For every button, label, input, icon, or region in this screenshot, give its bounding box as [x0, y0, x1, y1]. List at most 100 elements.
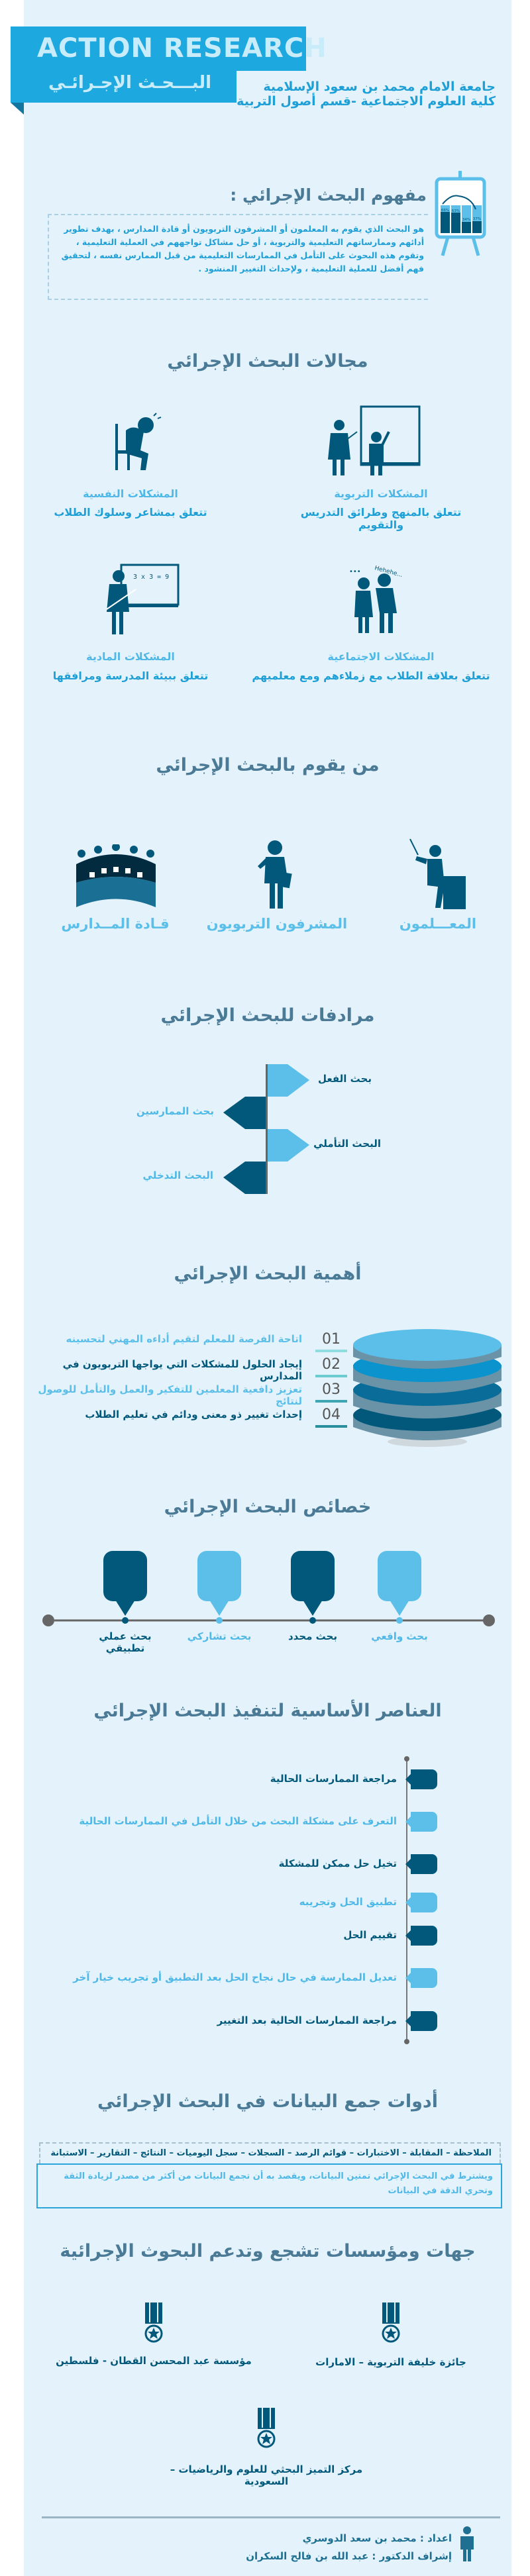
characteristics-title: خصائص البحث الإجرائي: [164, 1497, 372, 1517]
element-step-5: تقييم الحل: [343, 1929, 397, 1941]
leaders-meeting-icon: [76, 844, 156, 907]
element-tab-3: [405, 1854, 437, 1874]
element-tab-4: [405, 1893, 437, 1912]
pin-participatory: [197, 1551, 241, 1624]
synonyms-title: مرادفات للبحث الإجرائي: [160, 1005, 375, 1026]
who-supervisors: المشرفون التربويون: [206, 916, 348, 932]
tools-list: الملاحظة – المقابلة – الاختبارات – قوائم…: [50, 2148, 492, 2158]
institution-khalifa-award: جائزة خليفة التربوية – الامارات: [315, 2356, 466, 2368]
domain-desc-psychological: تتعلق بمشاعر وسلوك الطلاب: [54, 506, 207, 519]
person-icon: [460, 2526, 474, 2561]
concept-title: مفهوم البحث الإجرائي :: [230, 185, 427, 205]
characteristic-participatory: بحث تشاركي: [187, 1630, 252, 1642]
importance-text-2: إيجاد الحلول للمشكلات التي يواجها التربو…: [62, 1358, 302, 1382]
concept-text: هو البحث الذي يقوم به المعلمون أو المشرف…: [61, 224, 424, 273]
element-tab-5: [405, 1926, 437, 1946]
university-info: جامعة الامام محمد بن سعود الإسلامية كلية…: [237, 79, 496, 109]
characteristic-practical: بحث عملي تطبيقي: [99, 1630, 152, 1654]
element-step-1: مراجعة الممارسات الحالية: [270, 1773, 397, 1785]
element-step-6: تعديل الممارسة في حال نجاح الحل بعد التط…: [73, 1971, 397, 1983]
synonym-reflective-research: البحث التأملي: [313, 1138, 381, 1150]
sad-student-icon: [115, 413, 162, 470]
database-stack-icon: [353, 1329, 502, 1447]
institution-excellence-center: مركز التميز البحثي للعلوم والرياضيات – ا…: [170, 2463, 363, 2487]
importance-bar-4: [315, 1425, 347, 1428]
tools-dashed-box: [39, 2142, 501, 2163]
domain-title-educational: المشكلات التربوية: [334, 487, 428, 500]
chart-label-2: 63%: [452, 209, 460, 213]
tools-title: أدوات جمع البيانات في البحث الإجرائي: [97, 2091, 439, 2112]
icon-caption-math: 3 x 3 = 9: [133, 573, 169, 581]
synonym-hex-3: [268, 1129, 309, 1162]
domain-title-material: المشكلات المادية: [86, 650, 175, 663]
banner-fold: [11, 103, 24, 115]
concept-dashed-box: [48, 214, 428, 300]
pin-specific: [291, 1551, 335, 1624]
importance-text-1: اتاحة الفرصة للمعلم لتقيم أداءه المهني ل…: [66, 1333, 302, 1345]
element-tab-1: [405, 1769, 437, 1789]
tools-note: ويشترط في البحث الإجرائي تمتين البيانات،…: [64, 2171, 493, 2196]
importance-num-3: 03: [322, 1381, 341, 1398]
elements-title: العناصر الأساسية لتنفيذ البحث الإجرائي: [93, 1701, 442, 1721]
importance-num-2: 02: [322, 1356, 341, 1373]
teacher-podium-icon: [409, 838, 466, 909]
infographic-panel: [24, 0, 511, 2576]
domain-desc-social: تتعلق بعلاقة الطلاب مع زملاءهم ومع معلمي…: [252, 669, 490, 682]
prepared-by: اعداد : محمد بن سعد الدوسري: [302, 2532, 452, 2544]
domain-desc-material: تتعلق ببيئة المدرسة ومرافقها: [52, 669, 209, 682]
element-step-3: تخيل حل ممكن للمشكلة: [278, 1858, 397, 1869]
synonym-interventional-research: البحث التدخلي: [142, 1169, 213, 1181]
element-step-4: تطبيق الحل وتجريبه: [299, 1896, 397, 1908]
synonym-hex-2: [223, 1097, 266, 1129]
who-teachers: المعـــلمون: [399, 916, 477, 932]
synonym-hex-4: [223, 1162, 266, 1194]
element-tab-7: [405, 2011, 437, 2031]
synonyms-hexagons: [223, 1064, 309, 1194]
importance-bar-1: [315, 1350, 347, 1352]
importance-num-1: 01: [322, 1331, 341, 1348]
bullying-students-icon: Hehehe... •••: [349, 565, 403, 633]
medal-icon: [382, 2303, 400, 2343]
synonyms-axis: [266, 1064, 268, 1194]
characteristics-timeline: [42, 1551, 495, 1626]
importance-num-4: 04: [322, 1407, 341, 1423]
importance-text-3: تعزيز دافعية المعلمين للتفكير والعمل وال…: [38, 1383, 302, 1407]
importance-text-4: إحداث تغيير ذو معنى ودائم في تعليم الطلا…: [85, 1409, 302, 1420]
importance-title: أهمية البحث الإجرائي: [174, 1263, 362, 1284]
synonym-hex-1: [268, 1064, 309, 1097]
characteristic-specific: بحث محدد: [288, 1630, 337, 1642]
svg-text:•••: •••: [349, 568, 361, 575]
characteristic-realistic: بحث واقعي: [371, 1630, 428, 1642]
who-title: من يقوم بالبحث الإجرائي: [156, 755, 380, 775]
pin-practical: [103, 1551, 147, 1624]
medal-icon: [144, 2303, 163, 2343]
who-school-leaders: قـادة المــدارس: [61, 916, 170, 932]
element-tab-6: [405, 1968, 437, 1988]
teacher-math-board-icon: 3 x 3 = 9: [106, 564, 180, 634]
institution-qattan-foundation: مؤسسة عبد المحسن القطان - فلسطين: [56, 2355, 252, 2367]
footer-divider: [42, 2516, 500, 2518]
chart-label-1: 66%: [441, 209, 449, 213]
credits: اعداد : محمد بن سعد الدوسري إشراف الدكتو…: [246, 2530, 452, 2565]
presentation-chart-icon: 66% 63% 34% 37%: [435, 171, 486, 256]
axis-end-dot: [404, 2039, 409, 2044]
header-banner: [11, 26, 306, 71]
synonym-practitioner-research: بحث الممارسين: [136, 1105, 214, 1117]
medal-icon: [257, 2408, 276, 2448]
element-step-2: التعرف على مشكلة البحث من خلال التأمل في…: [79, 1815, 397, 1827]
domains-title: مجالات البحث الإجرائي: [167, 351, 368, 372]
title-english: ACTION RESEARCH: [37, 33, 327, 64]
pin-realistic: [378, 1551, 421, 1624]
college-department: كلية العلوم الاجتماعية -قسم أصول التربية: [237, 94, 496, 109]
axis-start-dot: [404, 1756, 409, 1761]
chart-label-3: 34%: [462, 218, 470, 222]
supervised-by: إشراف الدكتور : عبد الله بن فالح السكران: [246, 2550, 452, 2562]
synonym-action-research: بحث الفعل: [318, 1073, 372, 1085]
domain-title-psychological: المشكلات النفسية: [83, 487, 178, 500]
element-tab-2: [405, 1812, 437, 1832]
tools-note-box: [36, 2163, 502, 2208]
element-step-7: مراجعة الممارسات الحالية بعد التغيير: [217, 2014, 397, 2026]
supervisor-icon: [258, 840, 292, 909]
domain-desc-educational: تتعلق بالمنهج وطرائق التدريس والتقويم: [300, 506, 462, 531]
institutions-title: جهات ومؤسسات تشجع وتدعم البحوث الإجرائية: [60, 2241, 476, 2261]
